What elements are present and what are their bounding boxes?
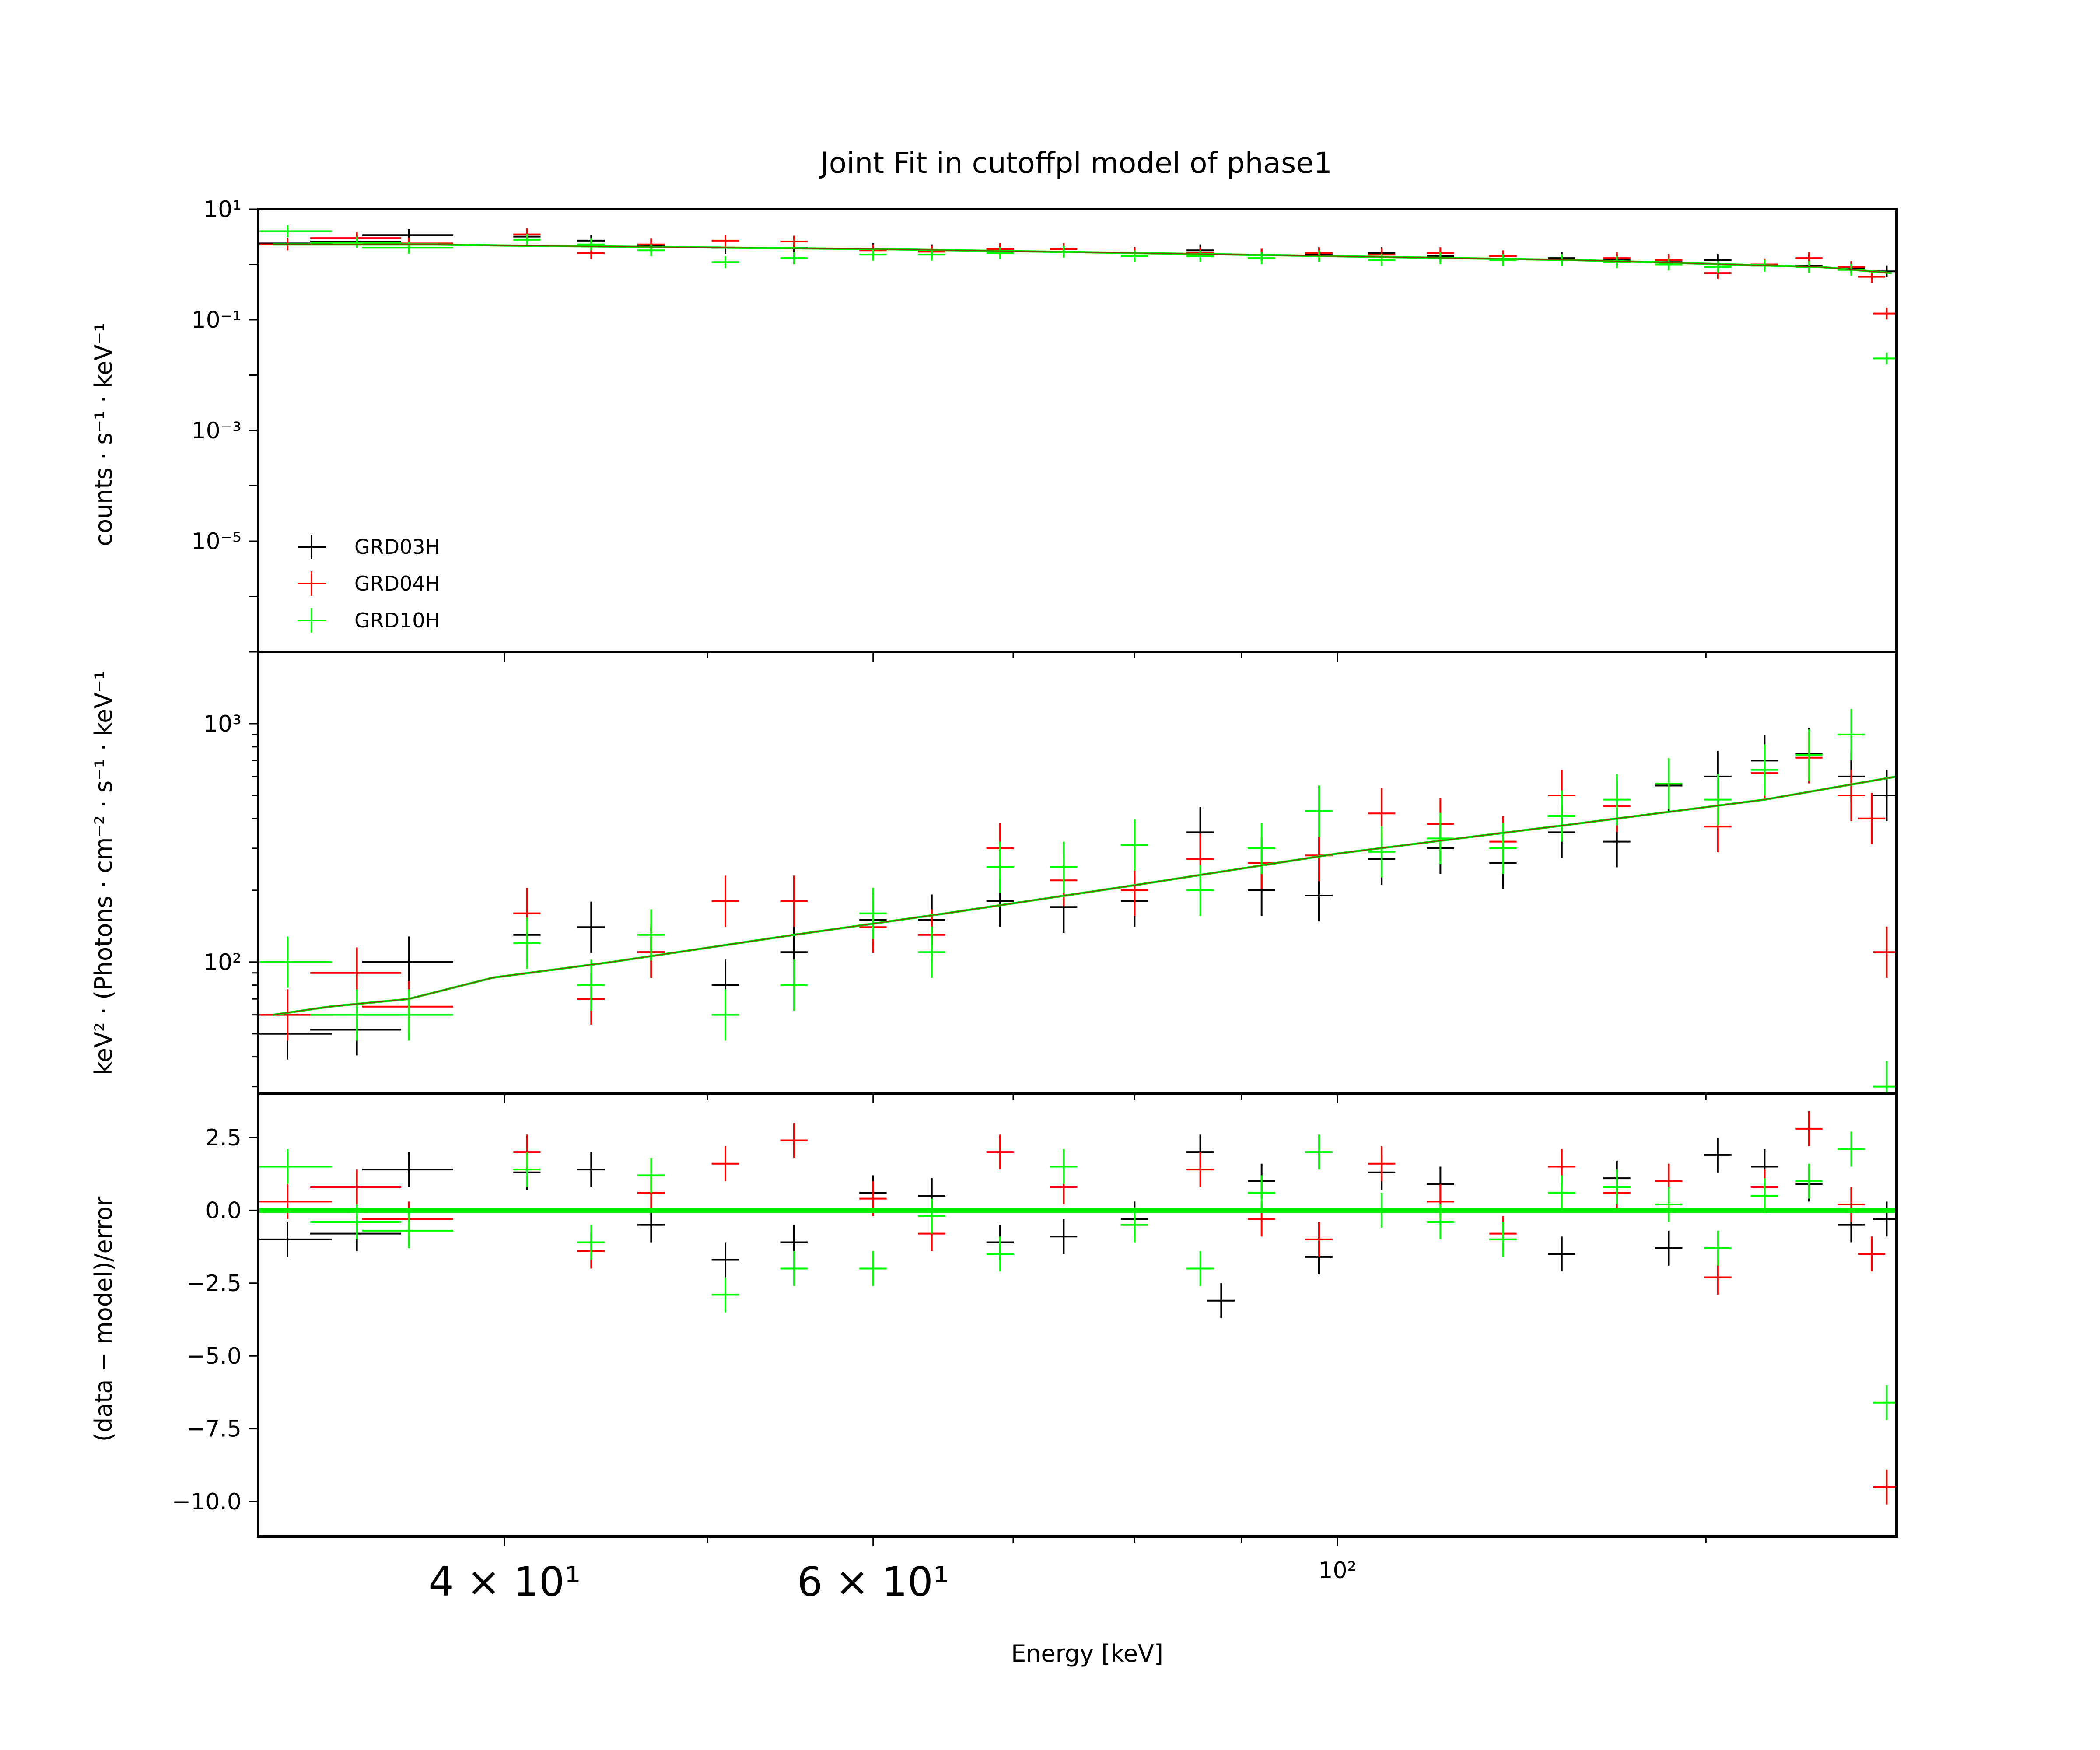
x-axis-label: Energy [keV] [1011,1640,1163,1667]
counts-ylabel: counts · s⁻¹ · keV⁻¹ [90,322,117,546]
spectrum-ylabel: keV² · (Photons · cm⁻² · s⁻¹ · keV⁻¹ [90,671,117,1075]
y-tick-label: 10³ [203,711,242,737]
x-tick-label: 6 × 10¹ [797,1558,949,1605]
panel-counts: 10¹ 10⁻¹ 10⁻³ 10⁻⁵ [192,196,1898,662]
y-tick-label: −10.0 [172,1489,242,1515]
y-tick-label: 10⁻¹ [192,307,242,333]
figure-title: Joint Fit in cutoffpl model of phase1 [819,146,1332,180]
panel-residuals: 2.5 0.0 −2.5 −5.0 −7.5 −10.0 4 × 10¹ 6 × 10¹ 10² [172,1092,1898,1605]
legend: GRD03H GRD04H GRD10H [298,535,440,633]
y-tick-label: 10¹ [203,196,242,223]
x-tick-label: 4 × 10¹ [428,1558,581,1605]
legend-label: GRD04H [354,572,440,595]
y-tick-label: 2.5 [205,1125,242,1151]
y-tick-label: 0.0 [205,1197,242,1224]
series-GRD10H [258,1131,1897,1420]
residuals-ylabel: (data − model)/error [90,1196,117,1442]
y-tick-label: −5.0 [186,1343,242,1369]
y-tick-label: −2.5 [186,1270,242,1297]
y-tick-label: 10² [203,949,242,976]
model-curve-red [273,244,1892,274]
plot-area [258,225,1897,365]
model-curve-red [273,776,1897,1015]
y-tick-label: 10⁻³ [192,418,242,444]
plot-area [258,709,1897,1094]
panel-frame [257,1092,1898,1538]
x-tick-label: 10² [1318,1558,1356,1584]
legend-label: GRD10H [354,609,440,632]
panel-spectrum: 10³ 10² [203,651,1898,1103]
y-tick-label: 10⁻⁵ [192,528,242,555]
y-tick-label: −7.5 [186,1416,242,1442]
legend-label: GRD03H [354,535,440,559]
series-GRD10H [258,709,1897,1094]
